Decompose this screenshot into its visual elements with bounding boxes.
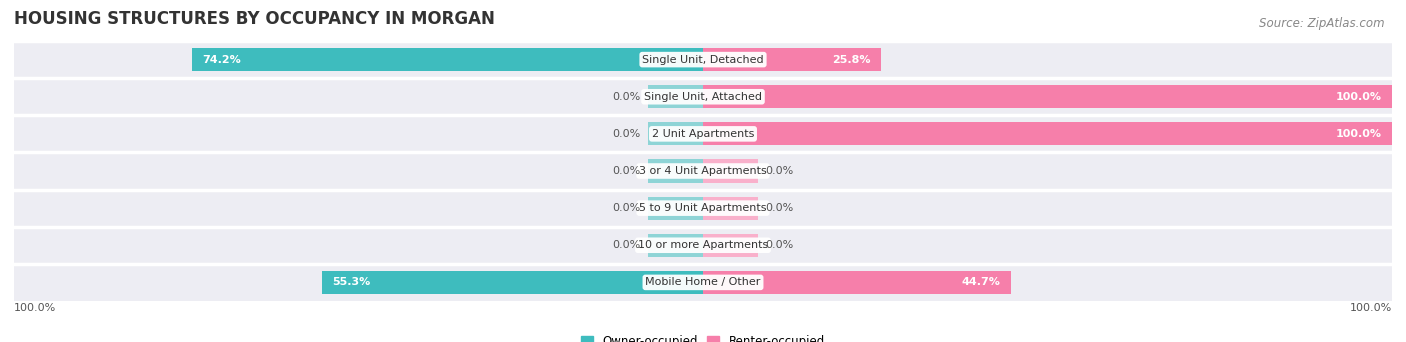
Text: 0.0%: 0.0% [613, 166, 641, 176]
Text: 0.0%: 0.0% [613, 240, 641, 250]
Bar [14, 115, 1392, 153]
Bar [648, 122, 703, 145]
Text: 5 to 9 Unit Apartments: 5 to 9 Unit Apartments [640, 203, 766, 213]
Text: Mobile Home / Other: Mobile Home / Other [645, 277, 761, 287]
Text: 100.0%: 100.0% [1336, 92, 1382, 102]
Text: 0.0%: 0.0% [613, 129, 641, 139]
Text: HOUSING STRUCTURES BY OCCUPANCY IN MORGAN: HOUSING STRUCTURES BY OCCUPANCY IN MORGA… [14, 10, 495, 28]
Text: Source: ZipAtlas.com: Source: ZipAtlas.com [1260, 17, 1385, 30]
Bar [703, 234, 758, 257]
Bar [14, 153, 1392, 189]
Bar [648, 234, 703, 257]
Bar [703, 122, 1392, 145]
Text: 74.2%: 74.2% [202, 55, 240, 65]
Text: 100.0%: 100.0% [1350, 303, 1392, 313]
Bar [648, 85, 703, 108]
Text: Single Unit, Detached: Single Unit, Detached [643, 55, 763, 65]
Bar [14, 78, 1392, 115]
Text: 0.0%: 0.0% [765, 240, 793, 250]
Bar [14, 41, 1392, 78]
Text: 100.0%: 100.0% [14, 303, 56, 313]
Legend: Owner-occupied, Renter-occupied: Owner-occupied, Renter-occupied [576, 330, 830, 342]
Bar [703, 48, 880, 71]
Bar [703, 159, 758, 183]
Text: 0.0%: 0.0% [613, 203, 641, 213]
Text: 0.0%: 0.0% [613, 92, 641, 102]
Bar [322, 271, 703, 294]
Bar [14, 264, 1392, 301]
Text: 25.8%: 25.8% [832, 55, 870, 65]
Text: 3 or 4 Unit Apartments: 3 or 4 Unit Apartments [640, 166, 766, 176]
Text: Single Unit, Attached: Single Unit, Attached [644, 92, 762, 102]
Text: 55.3%: 55.3% [332, 277, 371, 287]
Text: 44.7%: 44.7% [962, 277, 1001, 287]
Bar [703, 85, 1392, 108]
Bar [14, 227, 1392, 264]
Text: 100.0%: 100.0% [1336, 129, 1382, 139]
Text: 0.0%: 0.0% [765, 166, 793, 176]
Bar [191, 48, 703, 71]
Text: 10 or more Apartments: 10 or more Apartments [638, 240, 768, 250]
Text: 2 Unit Apartments: 2 Unit Apartments [652, 129, 754, 139]
Bar [703, 271, 1011, 294]
Text: 0.0%: 0.0% [765, 203, 793, 213]
Bar [703, 197, 758, 220]
Bar [648, 197, 703, 220]
Bar [648, 159, 703, 183]
Bar [14, 189, 1392, 227]
